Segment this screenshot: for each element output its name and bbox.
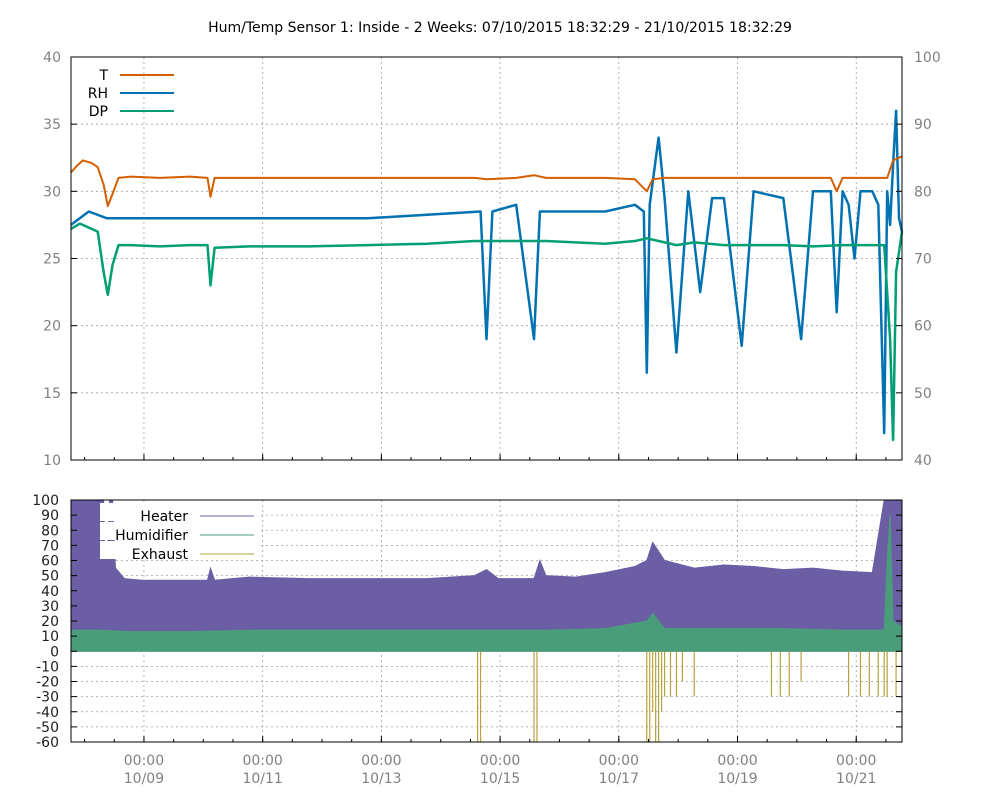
top-left-tick-label: 15 — [43, 386, 61, 402]
x-tick-time-label: 00:00 — [124, 753, 164, 769]
legend-label-t: T — [98, 68, 108, 84]
bottom-y-tick-label: -20 — [36, 675, 59, 691]
bottom-y-tick-label: -30 — [36, 690, 59, 706]
bottom-y-tick-label: 30 — [41, 599, 59, 615]
top-left-tick-label: 20 — [43, 319, 61, 335]
bottom-y-tick-label: 40 — [41, 584, 59, 600]
top-right-tick-label: 80 — [914, 184, 932, 200]
series-area-humidifier — [70, 515, 903, 652]
top-axis-ticks: 10 15 20 25 30 35 40 40 50 60 70 80 90 100 — [43, 50, 941, 469]
x-tick-time-label: 00:00 — [242, 753, 282, 769]
top-legend: T RH DP — [88, 68, 174, 120]
x-tick-time-label: 00:00 — [480, 753, 520, 769]
bottom-y-tick-label: -50 — [36, 720, 59, 736]
x-tick-time-label: 00:00 — [717, 753, 757, 769]
x-tick-date-label: 10/09 — [124, 771, 164, 787]
top-right-tick-label: 100 — [914, 50, 941, 66]
bottom-y-tick-label: 80 — [41, 523, 59, 539]
legend-label-dp: DP — [89, 104, 108, 120]
x-tick-date-label: 10/21 — [836, 771, 876, 787]
x-tick-time-label: 00:00 — [599, 753, 639, 769]
bottom-y-tick-label: 70 — [41, 538, 59, 554]
legend-label-humidifier: Humidifier — [115, 528, 188, 544]
top-right-tick-label: 40 — [914, 453, 932, 469]
bottom-y-tick-label: -60 — [36, 735, 59, 751]
x-tick-time-label: 00:00 — [836, 753, 876, 769]
bottom-y-tick-label: -40 — [36, 705, 59, 721]
top-left-tick-label: 25 — [43, 252, 61, 268]
bottom-y-tick-label: 10 — [41, 629, 59, 645]
legend-label-rh: RH — [88, 86, 108, 102]
bottom-y-tick-label: 90 — [41, 508, 59, 524]
chart-title: Hum/Temp Sensor 1: Inside - 2 Weeks: 07/… — [208, 20, 792, 36]
legend-label-heater: Heater — [140, 509, 188, 525]
bottom-axis-ticks: -60-50-40-30-20-100102030405060708090100… — [32, 493, 902, 787]
top-left-tick-label: 30 — [43, 184, 61, 200]
bottom-y-tick-label: 0 — [50, 644, 59, 660]
bottom-y-tick-label: 50 — [41, 569, 59, 585]
legend-label-exhaust: Exhaust — [132, 547, 189, 563]
top-left-tick-label: 10 — [43, 453, 61, 469]
top-right-tick-label: 70 — [914, 252, 932, 268]
x-tick-date-label: 10/13 — [361, 771, 401, 787]
series-line-rh — [70, 109, 904, 435]
top-left-tick-label: 40 — [43, 50, 61, 66]
x-tick-date-label: 10/11 — [242, 771, 282, 787]
top-plot-area — [70, 109, 904, 442]
x-tick-date-label: 10/17 — [599, 771, 639, 787]
bottom-y-tick-label: 100 — [32, 493, 59, 509]
bottom-legend: Heater Humidifier Exhaust — [100, 503, 260, 563]
top-grid — [71, 57, 902, 460]
top-right-tick-label: 50 — [914, 386, 932, 402]
x-tick-date-label: 10/19 — [717, 771, 757, 787]
top-right-tick-label: 90 — [914, 117, 932, 133]
x-tick-time-label: 00:00 — [361, 753, 401, 769]
top-right-tick-label: 60 — [914, 319, 932, 335]
series-line-t — [70, 155, 903, 208]
top-left-tick-label: 35 — [43, 117, 61, 133]
bottom-y-tick-label: -10 — [36, 659, 59, 675]
bottom-y-tick-label: 20 — [41, 614, 59, 630]
x-tick-date-label: 10/15 — [480, 771, 520, 787]
series-line-dp — [70, 222, 904, 442]
bottom-y-tick-label: 60 — [41, 554, 59, 570]
